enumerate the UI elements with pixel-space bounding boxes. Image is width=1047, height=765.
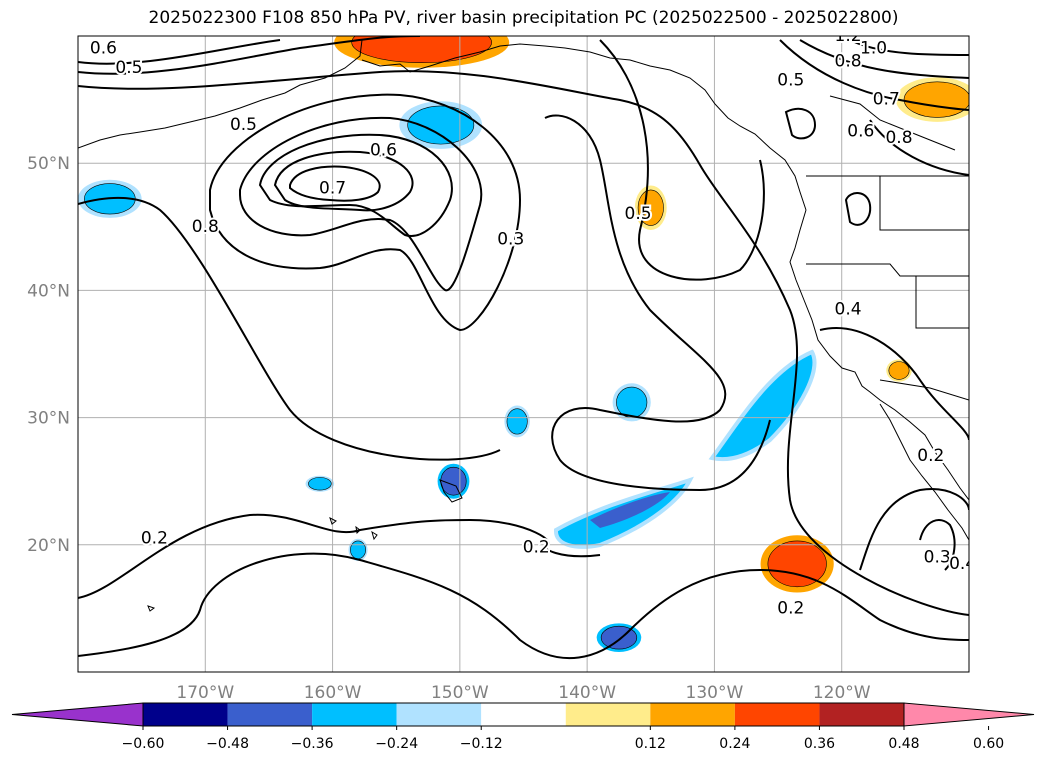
lon-tick-label: 150°W <box>431 683 489 703</box>
map-plot-area: 0.60.50.50.60.70.80.30.50.2 0.20.20.30.40… <box>78 26 976 672</box>
contour-label: 0.8 <box>835 51 862 71</box>
precip-blob <box>351 36 492 64</box>
contour-label: 0.3 <box>924 548 951 568</box>
colorbar-tick-label: −0.36 <box>291 736 334 752</box>
pv-contours <box>78 36 969 660</box>
colorbar-tick-label: −0.60 <box>122 736 165 752</box>
colorbar-bin <box>227 703 313 726</box>
lon-tick-label: 120°W <box>813 683 871 703</box>
colorbar-bin <box>481 703 566 726</box>
contour-label: 0.6 <box>847 121 874 141</box>
contour-label: 0.2 <box>141 528 168 548</box>
colorbar-tick-label: −0.48 <box>206 736 249 752</box>
colorbar-frame <box>142 702 905 727</box>
precip-blob <box>308 477 332 491</box>
contour-label: 0.2 <box>777 598 804 618</box>
colorbar-tick-label: −0.24 <box>375 736 418 752</box>
contour-label: 1.0 <box>860 39 887 59</box>
graticule <box>78 36 969 672</box>
map-title: 2025022300 F108 850 hPa PV, river basin … <box>148 8 899 28</box>
colorbar-bin <box>312 703 397 726</box>
precip-band-coastal <box>708 349 817 462</box>
precip-blob <box>888 361 910 380</box>
contour-label: 0.4 <box>949 554 976 574</box>
lat-tick-label: 40°N <box>27 281 70 301</box>
colorbar-bin <box>396 703 482 726</box>
precip-blob <box>506 408 528 435</box>
lon-tick-label: 160°W <box>304 683 362 703</box>
contour-label: 0.4 <box>835 299 862 319</box>
contour-label: 0.7 <box>873 90 900 110</box>
contour-label: 0.5 <box>625 204 652 224</box>
contour-label: 0.5 <box>777 71 804 91</box>
colorbar-extend-low <box>11 702 144 727</box>
contour-label: 0.5 <box>115 58 142 78</box>
contour-label: 0.6 <box>370 140 397 160</box>
lat-tick-label: 30°N <box>27 409 70 429</box>
precip-blob <box>767 540 827 588</box>
lat-tick-label: 50°N <box>27 154 70 174</box>
map-axes: 170°W 160°W 150°W 140°W 130°W 120°W 20°N 30°N 40… <box>27 154 871 703</box>
contour-label: 0.2 <box>523 537 550 557</box>
contour-label: 0.3 <box>497 230 524 250</box>
colorbar-tick-label: −0.12 <box>460 736 503 752</box>
colorbar-bin <box>734 703 820 726</box>
colorbar-tick-label: 0.24 <box>719 736 750 752</box>
colorbar-bin <box>819 703 904 726</box>
coastlines <box>78 39 969 612</box>
colorbar-bin <box>565 703 651 726</box>
lon-tick-label: 140°W <box>558 683 616 703</box>
lon-tick-label: 170°W <box>176 683 234 703</box>
contour-label: 1.2 <box>835 26 862 46</box>
contour-label: 0.5 <box>230 115 257 135</box>
colorbar-tick-label: 0.48 <box>888 736 919 752</box>
contour-label: 0.7 <box>319 179 346 199</box>
lat-tick-label: 20°N <box>27 536 70 556</box>
map-frame <box>77 35 970 673</box>
colorbar-tick-label: 0.12 <box>635 736 666 752</box>
colorbar-tick-label: 0.60 <box>973 736 1004 752</box>
contour-label: 0.8 <box>885 128 912 148</box>
precip-blob <box>407 105 475 145</box>
lon-tick-label: 130°W <box>686 683 744 703</box>
colorbar-tick-label: 0.36 <box>804 736 835 752</box>
colorbar-extend-high <box>903 702 1035 727</box>
contour-label: 0.8 <box>192 217 219 237</box>
colorbar-bin <box>143 703 228 726</box>
colorbar-bin <box>650 703 735 726</box>
contour-label: 0.2 <box>917 446 944 466</box>
precip-blob <box>637 189 664 226</box>
contour-labels: 0.60.50.50.60.70.80.30.50.2 0.20.20.30.40… <box>88 26 976 620</box>
precip-band-core <box>590 492 670 528</box>
contour-label: 0.6 <box>90 39 117 59</box>
